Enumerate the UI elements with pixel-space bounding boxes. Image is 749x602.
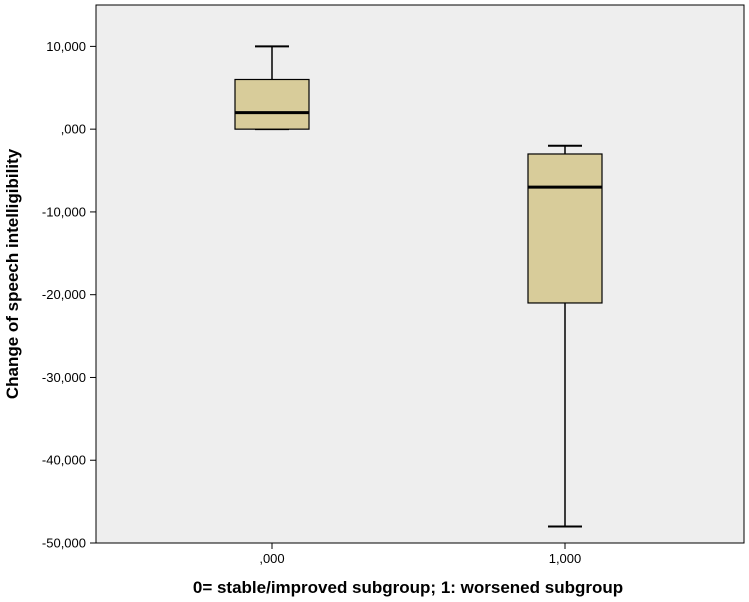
box-group: [234, 45, 310, 131]
x-axis-title: 0= stable/improved subgroup; 1: worsened…: [193, 578, 623, 597]
y-tick-label: ,000: [61, 122, 86, 137]
plot-area: [95, 4, 745, 544]
box: [527, 153, 603, 304]
box-series: [234, 45, 603, 528]
y-tick-label: -30,000: [42, 370, 86, 385]
y-axis-title: Change of speech intelligibility: [3, 148, 22, 399]
x-axis: ,000 1,000: [259, 543, 581, 566]
y-tick-label: -40,000: [42, 453, 86, 468]
y-tick-label: -10,000: [42, 204, 86, 219]
y-tick-label: -20,000: [42, 287, 86, 302]
x-tick-label: 1,000: [549, 551, 582, 566]
box: [234, 78, 310, 130]
y-tick-label: 10,000: [46, 39, 86, 54]
x-tick-label: ,000: [259, 551, 284, 566]
y-tick-label: -50,000: [42, 536, 86, 551]
y-axis: 10,000 ,000 -10,000 -20,000 -30,000 -40,000 -5…: [42, 39, 96, 551]
box-group: [527, 144, 603, 528]
